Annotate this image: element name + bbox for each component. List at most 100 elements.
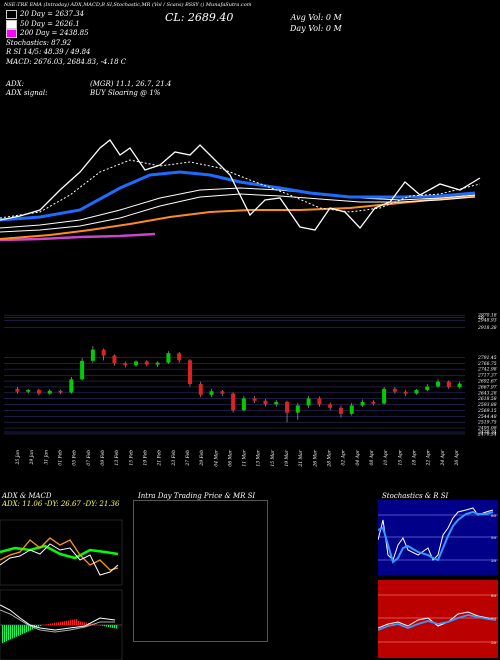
price-tick-label: 2495.08 <box>477 426 497 432</box>
date-tick-label: 27 Feb <box>185 450 191 467</box>
date-tick-label: 10 Apr <box>383 449 389 465</box>
rsi-readout: R SI 14/5: 48.39 / 49.84 <box>6 48 91 57</box>
macd-bar <box>52 623 54 625</box>
date-tick-label: 29 Feb <box>199 450 205 467</box>
macd-bar <box>28 625 30 632</box>
candle-body <box>382 388 387 404</box>
macd-bar <box>110 625 112 628</box>
avg-volume: Avg Vol: 0 M <box>290 13 342 22</box>
macd-bar <box>6 625 8 642</box>
date-tick-label: 09 Feb <box>100 450 106 466</box>
legend-row: 50 Day = 2626.1 <box>6 20 126 30</box>
candle-body <box>241 398 246 411</box>
date-tick-label: 24 Apr <box>440 449 446 466</box>
buy-signal: BUY Sloaring @ 1% <box>90 89 161 97</box>
macd-bar <box>112 625 114 628</box>
date-tick-label: 21 Mar <box>298 449 304 467</box>
macd-bar <box>30 625 32 631</box>
price-tick-label: 2569.15 <box>477 408 497 414</box>
candle-body <box>446 381 451 387</box>
price-tick-label: 2717.37 <box>477 373 497 379</box>
legend-swatch-20 <box>6 10 17 20</box>
candle-body <box>414 390 419 394</box>
macd-bar <box>82 621 84 625</box>
macd-bar <box>78 621 80 625</box>
price-tick-label: 29 <box>477 315 484 321</box>
candle-body <box>15 388 20 392</box>
candle-body <box>134 361 139 366</box>
candle-body <box>436 381 441 387</box>
macd-bar <box>24 625 26 634</box>
volume-readout: Avg Vol: 0 M Day Vol: 0 M <box>290 12 342 34</box>
macd-bar <box>46 624 48 625</box>
price-tick-label: 2643.28 <box>477 390 497 396</box>
macd-bar <box>4 625 6 643</box>
price-tick-label: 2618.58 <box>477 396 497 402</box>
intraday-title: Intra Day Trading Price & MR SI <box>138 492 256 500</box>
macd-bar <box>102 625 104 626</box>
candle-body <box>371 401 376 404</box>
candle-body <box>80 360 85 380</box>
adx-labels: ADX: ADX signal: <box>6 80 47 98</box>
price-close-line <box>0 139 481 231</box>
date-tick-label: 07 Feb <box>86 450 92 466</box>
candle-body <box>101 349 106 356</box>
ema-orange-line <box>0 195 476 240</box>
date-tick-label: 26 Mar <box>312 449 318 467</box>
candle-body <box>328 404 333 408</box>
price-tick-label: 2478.34 <box>477 430 497 436</box>
adx-macd-title: ADX & MACD <box>2 492 52 500</box>
macd-bar <box>68 620 70 625</box>
adx-macd-plot <box>0 519 123 660</box>
candle-body <box>155 362 160 365</box>
macd-bar <box>38 625 40 627</box>
price-tick-label: 2593.88 <box>477 402 497 408</box>
date-tick-label: 29 Jan <box>29 450 35 466</box>
date-tick-label: 18 Apr <box>411 449 417 465</box>
macd-bar <box>48 623 50 625</box>
date-tick-label: 28 Mar <box>327 449 333 467</box>
rsi-axis-80: 80 <box>491 593 497 598</box>
stoch-axis-20: 20 <box>491 558 497 563</box>
macd-bar <box>70 620 72 625</box>
date-tick-label: 31 Jan <box>43 450 49 465</box>
candle-body <box>317 398 322 405</box>
price-gridlines <box>4 314 465 435</box>
macd-bar <box>22 625 24 634</box>
macd-bar <box>56 622 58 625</box>
macd-bar <box>94 624 96 625</box>
macd-bar <box>8 625 10 641</box>
candle-body <box>187 360 192 385</box>
di-white-line <box>0 543 119 576</box>
macd-bar <box>60 621 62 625</box>
macd-histogram <box>2 619 118 643</box>
macd-bar <box>40 625 42 626</box>
candle-body <box>403 391 408 394</box>
date-tick-label: 25 Jan <box>15 450 21 466</box>
date-tick-label: 11 Mar <box>242 449 248 466</box>
legend-swatch-50 <box>6 19 17 29</box>
legend-row: 200 Day = 2438.85 <box>6 29 126 39</box>
rsi-axis-50: 50 <box>491 616 497 621</box>
stoch-rsi-plot: 80 50 20 80 50 20 <box>378 500 498 658</box>
macd-bar <box>90 623 92 625</box>
price-tick-label: 2470.34 <box>477 431 497 437</box>
candle-body <box>220 391 225 394</box>
rsi-box <box>378 580 498 658</box>
adx-macd-panel: ADX & MACD ADX: 11.06 -DY: 26.67 -DY: 21… <box>0 490 126 660</box>
macd-bar <box>76 619 78 625</box>
adx-signal-label: ADX signal: <box>6 89 48 97</box>
macd-bar <box>108 625 110 627</box>
price-tick-label: 2766.75 <box>477 361 497 367</box>
macd-bar <box>36 625 38 628</box>
macd-bar <box>10 625 12 640</box>
candle-body <box>47 390 52 394</box>
macd-bar <box>26 625 28 633</box>
stoch-axis-80: 80 <box>491 513 497 518</box>
legend-row: 20 Day = 2637.34 <box>6 10 126 20</box>
date-tick-label: 13 Feb <box>114 450 120 466</box>
macd-bar <box>74 619 76 625</box>
intraday-panel: Intra Day Trading Price & MR SI <box>128 490 373 660</box>
candle-body <box>69 379 74 393</box>
